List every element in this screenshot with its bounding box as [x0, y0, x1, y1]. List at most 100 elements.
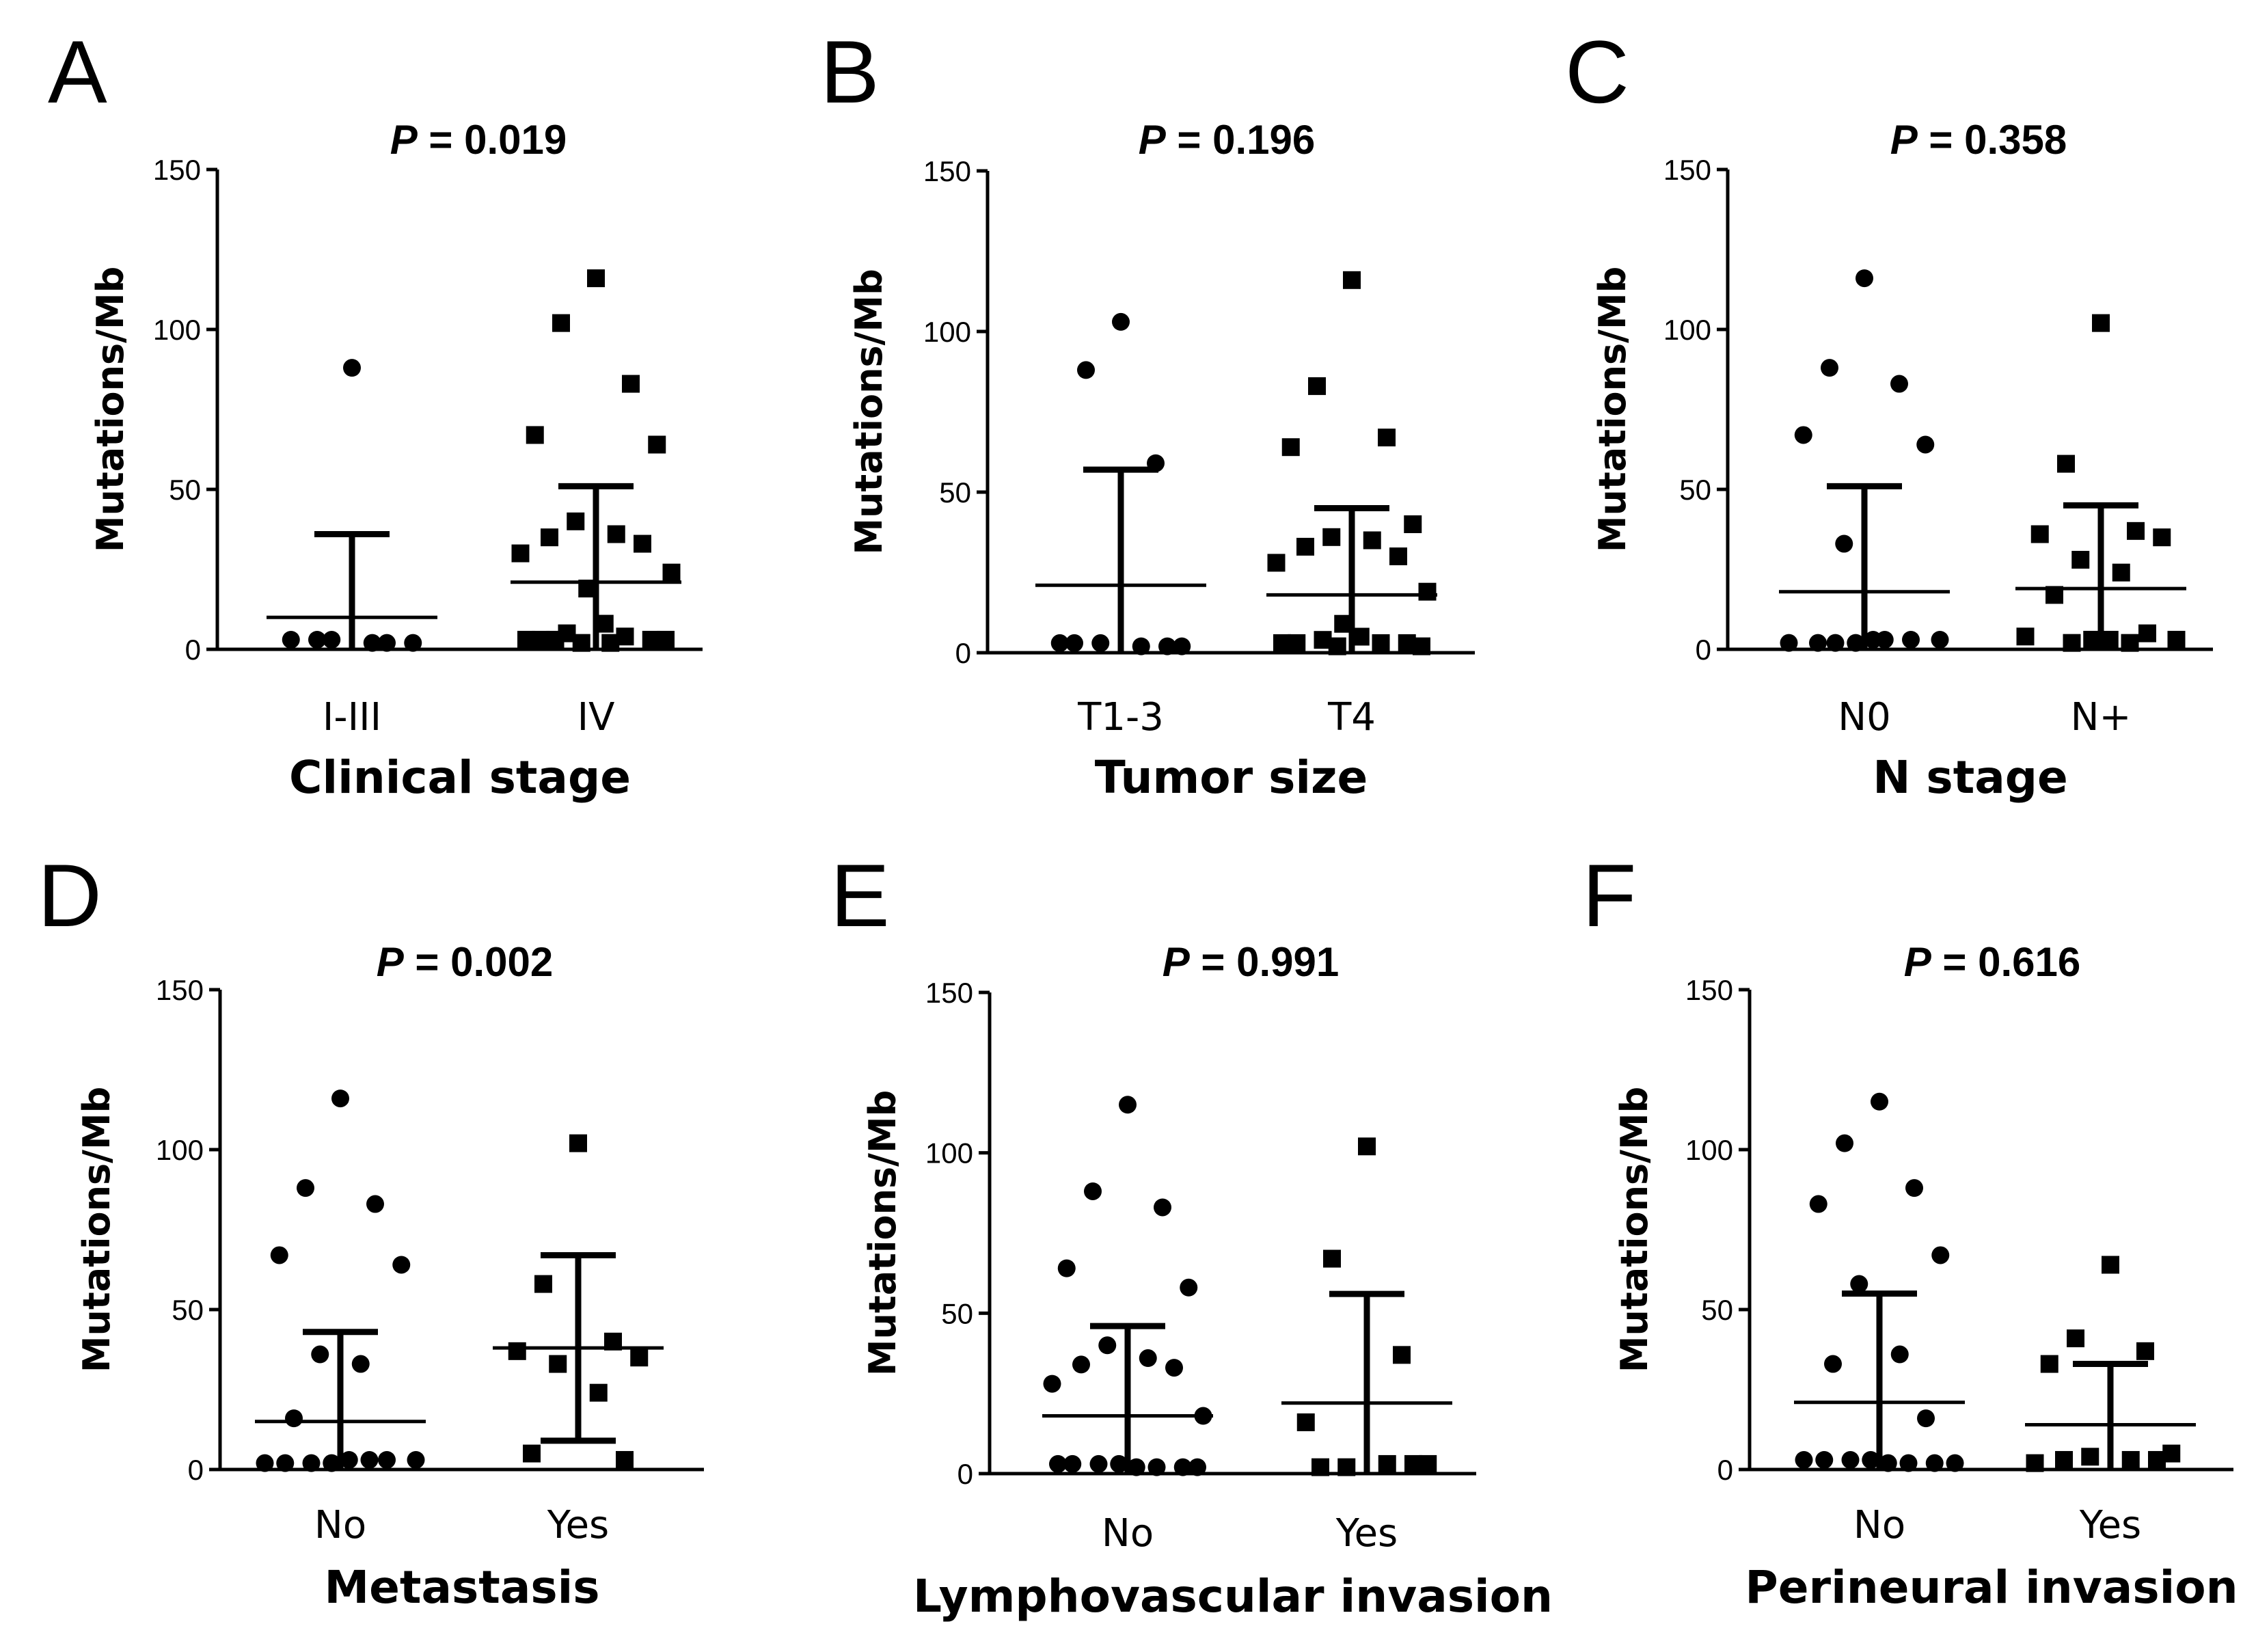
data-point: [1127, 1458, 1145, 1476]
data-point: [517, 630, 535, 649]
panel-letter: C: [1565, 22, 1629, 122]
data-point: [378, 634, 396, 652]
y-axis-label: Mutations/Mb: [861, 1090, 904, 1377]
data-point: [1815, 1450, 1834, 1469]
data-point: [2121, 634, 2139, 652]
y-tick-label: 0: [955, 637, 971, 669]
data-point: [1826, 634, 1845, 652]
data-point: [657, 630, 675, 649]
data-point: [1119, 1096, 1137, 1114]
data-point: [1890, 375, 1908, 393]
series-1: [2015, 314, 2186, 652]
data-point: [1372, 634, 1390, 652]
data-point: [378, 1450, 396, 1469]
series-1: [511, 269, 681, 652]
data-point: [311, 1345, 329, 1364]
data-point: [2127, 522, 2145, 540]
y-axis-label: Mutations/Mb: [847, 269, 891, 555]
data-point: [2102, 1256, 2119, 1274]
data-point: [351, 1355, 370, 1373]
data-point: [1098, 1336, 1117, 1355]
data-point: [1809, 1195, 1827, 1213]
data-point: [2067, 1329, 2084, 1348]
y-tick-label: 150: [153, 154, 201, 186]
data-point: [1328, 637, 1346, 655]
data-point: [1841, 1450, 1860, 1469]
series-1: [2025, 1256, 2196, 1472]
data-point: [363, 634, 381, 652]
data-point: [572, 634, 590, 652]
data-point: [567, 512, 585, 530]
data-point: [589, 1383, 608, 1402]
data-point: [1296, 1413, 1315, 1431]
data-point: [1308, 377, 1326, 395]
panel-c: C P = 0.358 0 50 100 150 Mutations/Mb N0 N+N sta…: [1565, 22, 2213, 804]
data-point: [2136, 1342, 2154, 1360]
data-point: [1916, 435, 1935, 454]
p-value-title: P = 0.991: [1163, 939, 1340, 985]
data-point: [1809, 634, 1827, 652]
data-point: [523, 1444, 541, 1463]
data-point: [1856, 269, 1873, 288]
data-point: [1110, 1454, 1128, 1473]
data-point: [1821, 359, 1838, 377]
data-point: [1043, 1375, 1061, 1393]
data-point: [1931, 630, 1949, 649]
data-point: [1824, 1355, 1842, 1373]
panel-letter: E: [830, 845, 890, 945]
series-0: [1035, 312, 1206, 655]
y-axis-label: Mutations/Mb: [1613, 1087, 1656, 1373]
data-point: [331, 1089, 349, 1108]
data-point: [1050, 634, 1069, 652]
data-point: [1049, 1454, 1067, 1473]
data-point: [1139, 1349, 1157, 1368]
x-axis-label: Metastasis: [324, 1561, 599, 1614]
data-point: [549, 1355, 567, 1373]
data-point: [634, 534, 651, 553]
p-value-symbol: P: [1904, 939, 1932, 985]
data-point: [1312, 1458, 1329, 1476]
data-point: [1917, 1409, 1935, 1428]
data-point: [1847, 634, 1865, 652]
data-point: [1091, 634, 1110, 652]
p-value-symbol: P: [390, 117, 418, 163]
series-1: [493, 1134, 664, 1469]
data-point: [1404, 515, 1422, 533]
data-point: [340, 1450, 358, 1469]
data-point: [1173, 637, 1191, 655]
series-0: [255, 1089, 426, 1472]
data-point: [270, 1246, 288, 1264]
data-point: [404, 634, 422, 652]
data-point: [1780, 634, 1798, 652]
p-value-symbol: P: [377, 939, 405, 985]
series-1: [1281, 1137, 1452, 1476]
data-point: [1089, 1454, 1108, 1473]
data-point: [1057, 1259, 1076, 1277]
data-point: [1363, 531, 1381, 550]
data-point: [1281, 438, 1300, 457]
y-tick-label: 150: [156, 974, 204, 1006]
data-point: [1378, 429, 1396, 447]
data-point: [276, 1454, 295, 1472]
x-category-label: I-III: [323, 695, 381, 740]
panel-letter: D: [38, 845, 102, 945]
y-tick-label: 50: [172, 1294, 204, 1326]
data-point: [508, 1342, 526, 1360]
y-tick-label: 50: [939, 476, 971, 509]
data-point: [1077, 361, 1095, 379]
data-point: [360, 1450, 379, 1469]
series-0: [267, 359, 437, 652]
data-point: [511, 544, 530, 563]
data-point: [534, 1275, 552, 1293]
y-tick-label: 100: [153, 314, 201, 346]
y-tick-label: 50: [1679, 474, 1711, 506]
data-point: [2040, 1355, 2058, 1373]
data-point: [2055, 1450, 2073, 1469]
data-point: [366, 1195, 384, 1213]
data-point: [1902, 630, 1920, 649]
x-axis-label: Lymphovascular invasion: [913, 1570, 1553, 1623]
data-point: [1899, 1454, 1918, 1472]
x-category-label: N+: [2071, 695, 2132, 740]
